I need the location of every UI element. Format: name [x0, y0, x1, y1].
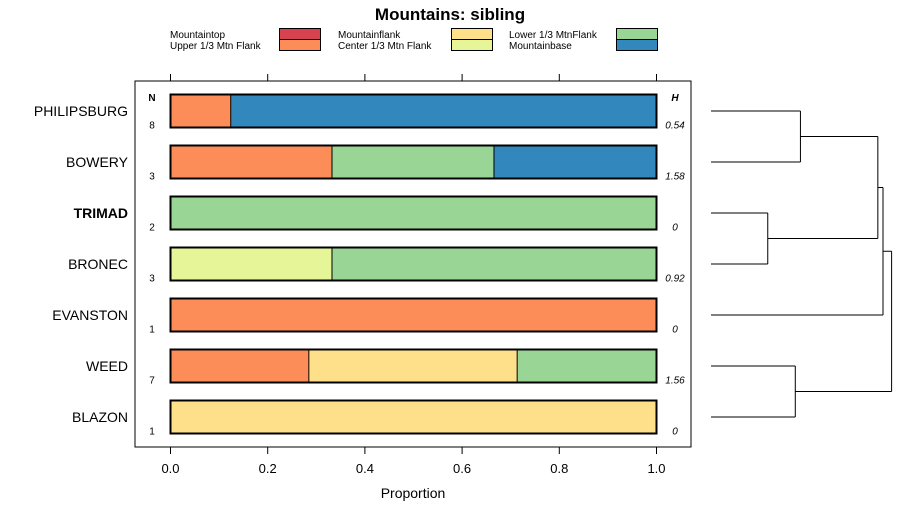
row-label: EVANSTON — [52, 307, 128, 323]
x-axis-label: Proportion — [381, 485, 446, 501]
x-tick-label: 0.6 — [453, 461, 471, 476]
row-label: BRONEC — [68, 256, 128, 272]
legend-label: Mountaintop — [170, 30, 225, 41]
row-n-value: 7 — [149, 376, 155, 387]
bar-segment-upper — [170, 145, 333, 179]
bar-outline — [169, 144, 658, 180]
chart-title: Mountains: sibling — [375, 5, 525, 24]
bar-segment-center — [170, 247, 333, 281]
x-tick-label: 0.4 — [356, 461, 374, 476]
x-tick-label: 0.2 — [259, 461, 277, 476]
row-h-value: 0 — [672, 223, 678, 234]
bar-outline — [169, 93, 658, 129]
legend-label: Center 1/3 Mtn Flank — [338, 41, 432, 52]
legend-swatch-upper — [279, 39, 321, 51]
plot-frame — [134, 80, 692, 448]
dendrogram — [711, 110, 893, 418]
x-axis: 0.0 0.2 0.4 0.6 0.8 1.0 — [161, 74, 666, 476]
bar-segment-lower — [517, 349, 657, 383]
bar-segment-upper — [170, 94, 232, 128]
row-h-value: 0 — [672, 427, 678, 438]
legend-label: Lower 1/3 MtnFlank — [509, 30, 598, 41]
legend-swatch-center — [451, 39, 493, 51]
row-label: PHILIPSBURG — [34, 103, 128, 119]
bars: PHILIPSBURG 8 0.54 BOWERY 3 1.58 TRIMAD 2 0 BRONE… — [34, 93, 685, 438]
row-h-value: 0.54 — [665, 121, 685, 132]
row-n-value: 8 — [149, 121, 155, 132]
x-tick-label: 0.8 — [550, 461, 568, 476]
legend-swatch-lower — [616, 28, 658, 40]
row-label: BOWERY — [66, 154, 129, 170]
bar-segment-lower — [170, 196, 657, 230]
bar-outline — [169, 246, 658, 282]
bar-outline — [169, 399, 658, 435]
row-h-value: 1.58 — [665, 172, 685, 183]
bar-segment-lower — [332, 145, 495, 179]
bar-outline — [169, 348, 658, 384]
bar-segment-flank — [170, 400, 657, 434]
row-label: WEED — [86, 358, 128, 374]
row-h-value: 1.56 — [665, 376, 685, 387]
bar-segment-upper — [170, 298, 657, 332]
x-tick-label: 1.0 — [647, 461, 665, 476]
x-tick-label: 0.0 — [161, 461, 179, 476]
bar-outline — [169, 297, 658, 333]
row-label: BLAZON — [72, 409, 128, 425]
bar-segment-base — [494, 145, 657, 179]
n-column-header: N — [148, 93, 155, 104]
bar-segment-lower — [332, 247, 657, 281]
bar-segment-flank — [309, 349, 518, 383]
row-label: TRIMAD — [74, 205, 128, 221]
row-n-value: 3 — [149, 172, 155, 183]
legend-label: Mountainflank — [338, 30, 401, 41]
legend-label: Mountainbase — [509, 41, 572, 52]
row-n-value: 2 — [149, 223, 155, 234]
row-h-value: 0.92 — [665, 274, 685, 285]
legend-swatch-base — [616, 39, 658, 51]
legend-swatch-mountaintop — [279, 28, 321, 40]
row-h-value: 0 — [672, 325, 678, 336]
legend-label: Upper 1/3 Mtn Flank — [170, 41, 262, 52]
row-n-value: 1 — [149, 325, 155, 336]
bar-outline — [169, 195, 658, 231]
bar-segment-upper — [170, 349, 310, 383]
bar-segment-base — [231, 94, 657, 128]
row-n-value: 1 — [149, 427, 155, 438]
h-column-header: H — [671, 93, 679, 104]
legend-swatch-flank — [451, 28, 493, 40]
row-n-value: 3 — [149, 274, 155, 285]
